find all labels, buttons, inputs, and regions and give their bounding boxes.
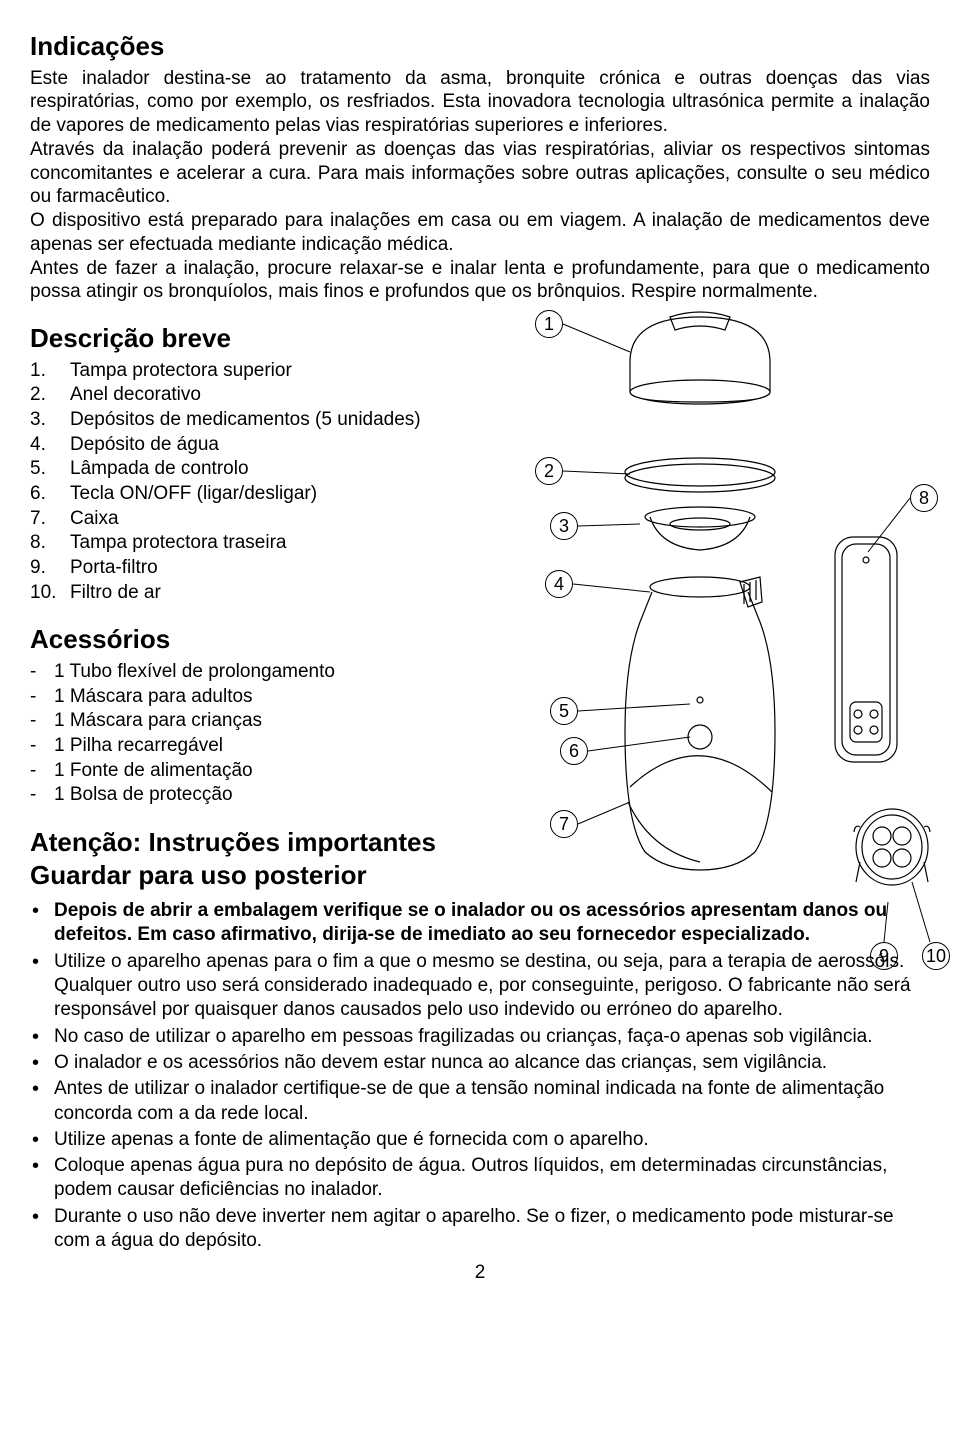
warning-item: Utilize o aparelho apenas para o fim a q…: [30, 950, 930, 1023]
diagram-label-1: 1: [535, 310, 563, 338]
brief-list: 1. Tampa protectora superior 2. Anel decora…: [30, 359, 470, 606]
brief-item-number: 4.: [30, 433, 58, 458]
brief-item-number: 3.: [30, 408, 58, 433]
brief-item-text: Tecla ON/OFF (ligar/desligar): [70, 483, 317, 504]
diagram-label-5: 5: [550, 697, 578, 725]
section-accessories: Acessórios 1 Tubo flexível de prolongame…: [30, 623, 470, 808]
brief-item-text: Tampa protectora superior: [70, 360, 292, 381]
brief-item-number: 5.: [30, 457, 58, 482]
left-column: Descrição breve 1. Tampa protectora super…: [30, 322, 470, 895]
brief-item-text: Tampa protectora traseira: [70, 532, 287, 553]
diagram-label-8: 8: [910, 484, 938, 512]
brief-item-number: 7.: [30, 507, 58, 532]
warning-item: Durante o uso não deve inverter nem agit…: [30, 1205, 930, 1254]
brief-item-text: Filtro de ar: [70, 582, 161, 603]
brief-item-number: 10.: [30, 581, 58, 606]
warning-item-text: Durante o uso não deve inverter nem agit…: [54, 1206, 894, 1251]
warning-item: Coloque apenas água pura no depósito de …: [30, 1154, 930, 1203]
brief-item: 8. Tampa protectora traseira: [30, 531, 470, 556]
heading-accessories: Acessórios: [30, 623, 470, 656]
warning-item: Utilize apenas a fonte de alimentação qu…: [30, 1128, 930, 1152]
section-brief: Descrição breve 1. Tampa protectora super…: [30, 322, 470, 605]
diagram-label-6: 6: [560, 737, 588, 765]
brief-item-text: Porta-filtro: [70, 557, 158, 578]
heading-warnings-1: Atenção: Instruções importantes: [30, 826, 470, 859]
heading-warnings-2: Guardar para uso posterior: [30, 859, 470, 892]
diagram-label-4: 4: [545, 570, 573, 598]
warning-item-text: Utilize apenas a fonte de alimentação qu…: [54, 1129, 649, 1150]
warning-item-text: Utilize o aparelho apenas para o fim a q…: [54, 951, 911, 1021]
brief-item: 2. Anel decorativo: [30, 383, 470, 408]
brief-item-number: 8.: [30, 531, 58, 556]
accessory-item: 1 Fonte de alimentação: [30, 759, 470, 784]
brief-item-text: Caixa: [70, 508, 119, 529]
brief-item: 3. Depósitos de medicamentos (5 unidades): [30, 408, 470, 433]
warning-item-text: Coloque apenas água pura no depósito de …: [54, 1155, 887, 1200]
accessory-item: 1 Bolsa de protecção: [30, 783, 470, 808]
brief-item: 9. Porta-filtro: [30, 556, 470, 581]
diagram-label-2: 2: [535, 457, 563, 485]
page-number: 2: [30, 1261, 930, 1285]
brief-item-number: 6.: [30, 482, 58, 507]
right-column: 12345678910: [490, 322, 930, 895]
warning-item: Antes de utilizar o inalador certifique-…: [30, 1077, 930, 1126]
accessory-item: 1 Pilha recarregável: [30, 734, 470, 759]
brief-item-number: 9.: [30, 556, 58, 581]
brief-item-text: Lâmpada de controlo: [70, 458, 249, 479]
warning-item-text: No caso de utilizar o aparelho em pessoa…: [54, 1026, 873, 1047]
section-warnings-headings: Atenção: Instruções importantes Guardar …: [30, 826, 470, 891]
warnings-list: Depois de abrir a embalagem verifique se…: [30, 899, 930, 1253]
warning-item: No caso de utilizar o aparelho em pessoa…: [30, 1025, 930, 1049]
warning-item-text: O inalador e os acessórios não devem est…: [54, 1052, 827, 1073]
brief-item: 7. Caixa: [30, 507, 470, 532]
accessory-item: 1 Máscara para crianças: [30, 709, 470, 734]
heading-brief: Descrição breve: [30, 322, 470, 355]
brief-item: 10. Filtro de ar: [30, 581, 470, 606]
brief-item-number: 1.: [30, 359, 58, 384]
brief-item-text: Depósito de água: [70, 434, 219, 455]
brief-item: 6. Tecla ON/OFF (ligar/desligar): [30, 482, 470, 507]
brief-item-number: 2.: [30, 383, 58, 408]
warning-item: O inalador e os acessórios não devem est…: [30, 1051, 930, 1075]
two-column-area: Descrição breve 1. Tampa protectora super…: [30, 322, 930, 895]
warning-item: Depois de abrir a embalagem verifique se…: [30, 899, 930, 948]
brief-item-text: Depósitos de medicamentos (5 unidades): [70, 409, 421, 430]
heading-indications: Indicações: [30, 30, 930, 63]
accessories-list: 1 Tubo flexível de prolongamento1 Máscar…: [30, 660, 470, 808]
diagram-label-7: 7: [550, 810, 578, 838]
accessory-item: 1 Máscara para adultos: [30, 685, 470, 710]
brief-item: 4. Depósito de água: [30, 433, 470, 458]
accessory-item: 1 Tubo flexível de prolongamento: [30, 660, 470, 685]
diagram-label-3: 3: [550, 512, 578, 540]
brief-item: 5. Lâmpada de controlo: [30, 457, 470, 482]
section-indications: Indicações Este inalador destina-se ao t…: [30, 30, 930, 304]
warning-item-text: Antes de utilizar o inalador certifique-…: [54, 1078, 884, 1123]
warning-item-bold: Depois de abrir a embalagem verifique se…: [54, 900, 887, 945]
brief-item: 1. Tampa protectora superior: [30, 359, 470, 384]
indications-body: Este inalador destina-se ao tratamento d…: [30, 67, 930, 305]
brief-item-text: Anel decorativo: [70, 384, 201, 405]
